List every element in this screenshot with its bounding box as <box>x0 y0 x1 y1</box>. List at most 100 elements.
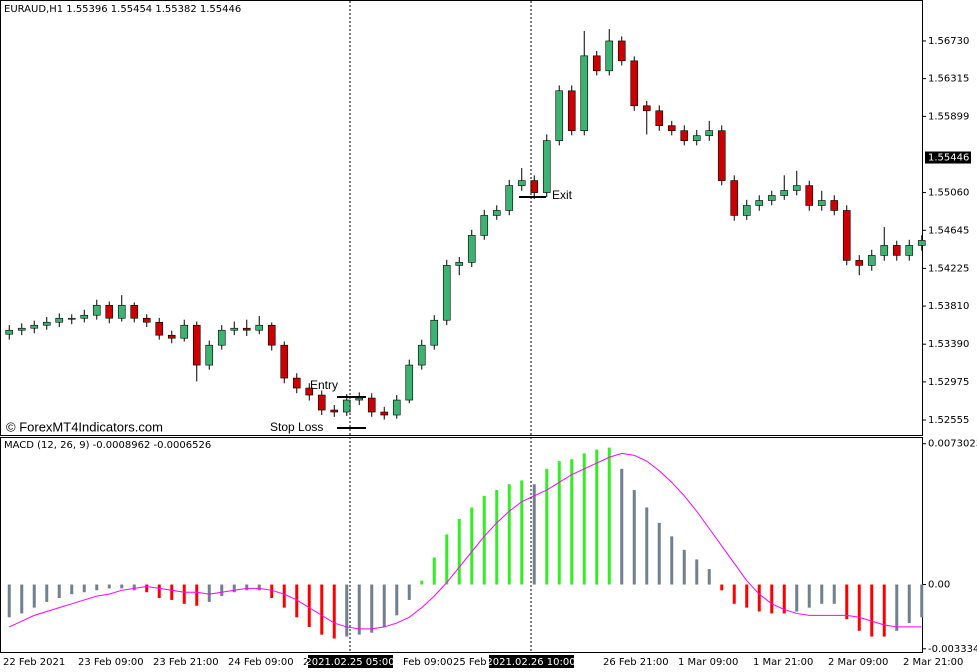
candle-body <box>142 317 151 323</box>
candle-body <box>830 200 839 211</box>
candle-body <box>542 140 551 193</box>
candle-body <box>480 215 489 236</box>
candle-body <box>192 324 201 366</box>
histogram-bar <box>820 584 824 604</box>
histogram-bar <box>195 584 199 606</box>
histogram-bar <box>257 584 261 591</box>
watermark: © ForexMT4Indicators.com <box>6 419 163 434</box>
candle-body <box>67 317 76 320</box>
histogram-bar <box>370 584 374 633</box>
y-tick-label: 1.55060 <box>928 188 969 199</box>
histogram-bar <box>845 584 849 620</box>
candle-body <box>567 90 576 131</box>
candle-body <box>492 210 501 216</box>
histogram-bar <box>182 584 186 604</box>
y-tick-label: 1.55899 <box>928 111 969 122</box>
histogram-bar <box>632 490 636 585</box>
candle-body <box>730 180 739 216</box>
histogram-bar <box>757 584 761 612</box>
candle-body <box>617 40 626 62</box>
histogram-bar <box>570 459 574 585</box>
histogram-bar <box>782 584 786 614</box>
candle-body <box>742 205 751 216</box>
y-tick-label: 1.54225 <box>928 263 969 274</box>
candle-body <box>855 260 864 266</box>
y-tick-label: 0.0073023 <box>928 439 977 450</box>
candle-body <box>330 409 339 413</box>
y-tick-label: 1.54645 <box>928 225 969 236</box>
candle-body <box>905 245 914 256</box>
histogram-bar <box>70 584 74 595</box>
histogram-bar <box>132 584 136 591</box>
x-tick-label: 1 Mar 09:00 <box>678 657 738 668</box>
candle-body <box>867 255 876 266</box>
candle-body <box>580 55 589 131</box>
histogram-bar <box>207 584 211 602</box>
histogram-bar <box>295 584 299 618</box>
histogram-bar <box>920 584 924 618</box>
x-tick-label: 2 Mar 09:00 <box>828 657 888 668</box>
annotation: Stop Loss <box>270 420 323 434</box>
histogram-bar <box>107 584 111 589</box>
crosshair-label: 2021.02.25 05:00 <box>305 657 394 668</box>
x-tick-label: 25 Feb 2 <box>453 657 496 668</box>
annotation: Exit <box>552 188 573 202</box>
candle-body <box>55 317 64 323</box>
candle-body <box>667 125 676 131</box>
histogram-bar <box>270 584 274 599</box>
candle-body <box>555 90 564 141</box>
histogram-bar <box>282 584 286 608</box>
candle-body <box>467 235 476 263</box>
candle-body <box>255 324 264 331</box>
candle-body <box>367 397 376 413</box>
candle-body <box>392 399 401 416</box>
candle-body <box>280 344 289 379</box>
crosshair-label-box <box>489 655 574 668</box>
current-price-label: 1.55446 <box>928 153 969 164</box>
candle-body <box>130 304 139 319</box>
candle-body <box>17 327 26 331</box>
candle-body <box>155 321 164 336</box>
candle-body <box>405 364 414 401</box>
histogram-bar <box>457 518 461 585</box>
x-tick-label: 24 Feb 09:00 <box>228 657 294 668</box>
histogram-bar <box>82 584 86 593</box>
candle-body <box>430 319 439 346</box>
histogram-bar <box>482 495 486 585</box>
histogram-bar <box>432 557 436 585</box>
histogram-bar <box>145 584 149 593</box>
histogram-bar <box>307 584 311 627</box>
marks: 1.56730 1.56315 1.55899 1.55060 1.54645 1.542… <box>5 29 977 655</box>
histogram-bar <box>832 584 836 604</box>
histogram-bar <box>32 584 36 608</box>
candle-body <box>892 245 901 256</box>
candle-body <box>817 200 826 206</box>
histogram-bar <box>395 584 399 616</box>
histogram-bar <box>870 584 874 637</box>
candle-body <box>680 130 689 141</box>
candle-body <box>317 394 326 411</box>
histogram-bar <box>882 584 886 637</box>
candle-body <box>167 334 176 339</box>
histogram-bar <box>420 580 424 585</box>
candle-body <box>842 210 851 261</box>
histogram-bar <box>95 584 99 591</box>
histogram-bar <box>607 447 611 585</box>
price-panel <box>0 0 923 436</box>
candle-body <box>880 245 889 256</box>
candle-body <box>80 314 89 319</box>
histogram-bar <box>332 584 336 639</box>
current-price-box <box>925 151 971 164</box>
histogram-bar <box>320 584 324 635</box>
y-tick-label: 0.00 <box>928 580 950 591</box>
histogram-bar <box>732 584 736 604</box>
y-tick-label: 1.53390 <box>928 339 969 350</box>
histogram-bar <box>170 584 174 600</box>
signal-line <box>9 452 922 630</box>
histogram-bar <box>382 584 386 627</box>
histogram-bar <box>445 534 449 585</box>
candle-body <box>117 304 126 319</box>
x-tick-label: 2 Mar 21:00 <box>903 657 963 668</box>
histogram-bar <box>357 584 361 635</box>
